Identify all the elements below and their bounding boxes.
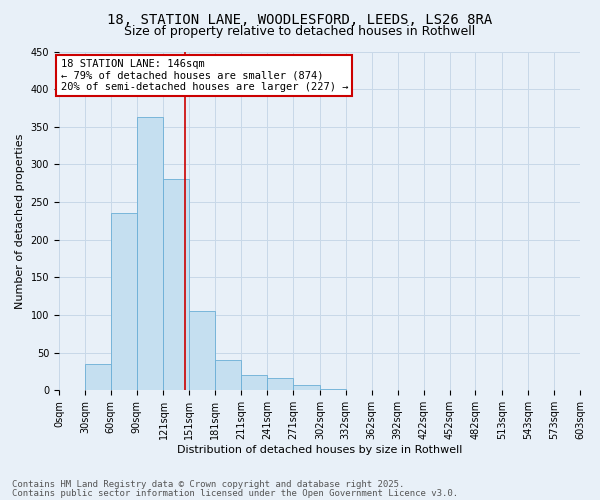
- Bar: [215, 360, 241, 390]
- Bar: [190, 312, 215, 390]
- Bar: [293, 385, 320, 390]
- Text: Size of property relative to detached houses in Rothwell: Size of property relative to detached ho…: [124, 25, 476, 38]
- X-axis label: Distribution of detached houses by size in Rothwell: Distribution of detached houses by size …: [177, 445, 462, 455]
- Bar: [241, 374, 267, 390]
- Text: 18 STATION LANE: 146sqm
← 79% of detached houses are smaller (874)
20% of semi-d: 18 STATION LANE: 146sqm ← 79% of detache…: [61, 59, 348, 92]
- Bar: [85, 364, 111, 390]
- Bar: [111, 212, 137, 390]
- Bar: [163, 179, 190, 390]
- Text: Contains public sector information licensed under the Open Government Licence v3: Contains public sector information licen…: [12, 489, 458, 498]
- Bar: [267, 378, 293, 390]
- Text: Contains HM Land Registry data © Crown copyright and database right 2025.: Contains HM Land Registry data © Crown c…: [12, 480, 404, 489]
- Bar: [320, 389, 346, 390]
- Y-axis label: Number of detached properties: Number of detached properties: [15, 133, 25, 308]
- Bar: [137, 117, 163, 390]
- Text: 18, STATION LANE, WOODLESFORD, LEEDS, LS26 8RA: 18, STATION LANE, WOODLESFORD, LEEDS, LS…: [107, 12, 493, 26]
